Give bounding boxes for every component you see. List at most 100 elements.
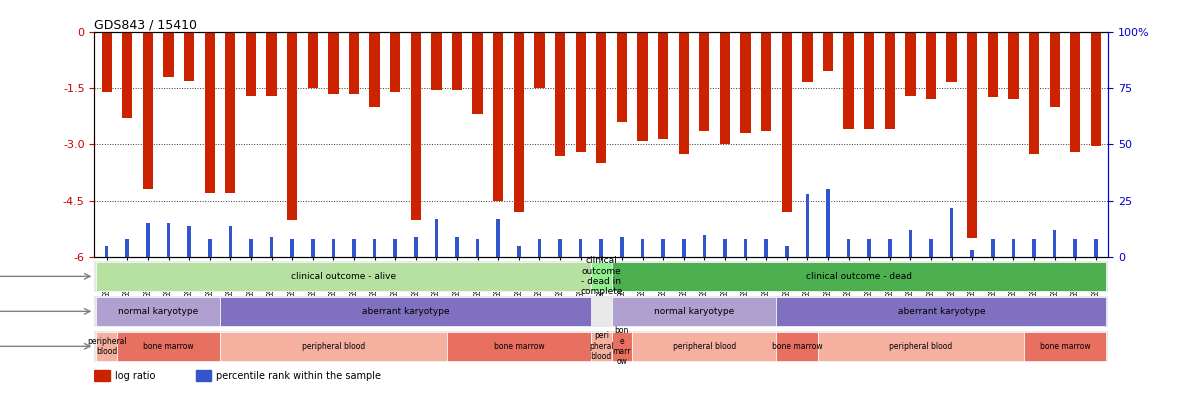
Bar: [950, 208, 954, 257]
Bar: [947, 32, 957, 82]
Bar: [369, 32, 380, 107]
Bar: [640, 239, 644, 257]
Bar: [638, 32, 647, 141]
Bar: [146, 223, 150, 257]
Bar: [123, 32, 132, 118]
Bar: [802, 32, 812, 82]
Bar: [703, 234, 706, 257]
Bar: [290, 239, 294, 257]
Bar: [1012, 239, 1015, 257]
FancyBboxPatch shape: [777, 332, 818, 360]
Bar: [1008, 32, 1019, 99]
Text: bone marrow: bone marrow: [1040, 342, 1091, 351]
Bar: [184, 32, 195, 80]
Text: bon
e
marr
ow: bon e marr ow: [613, 326, 631, 366]
Bar: [410, 32, 421, 219]
Bar: [967, 32, 977, 238]
FancyBboxPatch shape: [591, 262, 612, 291]
Bar: [270, 237, 274, 257]
Bar: [699, 32, 710, 131]
Bar: [559, 239, 562, 257]
Text: aberrant karyotype: aberrant karyotype: [362, 307, 449, 316]
FancyBboxPatch shape: [612, 297, 777, 326]
Text: aberrant karyotype: aberrant karyotype: [897, 307, 986, 316]
Bar: [205, 32, 215, 193]
Bar: [764, 239, 768, 257]
Bar: [620, 237, 624, 257]
Bar: [760, 32, 771, 131]
Text: bone marrow: bone marrow: [143, 342, 193, 351]
Text: peripheral blood: peripheral blood: [673, 342, 736, 351]
FancyBboxPatch shape: [447, 332, 591, 360]
Bar: [1033, 239, 1036, 257]
Bar: [1074, 239, 1078, 257]
Text: clinical outcome - alive: clinical outcome - alive: [291, 272, 396, 281]
Bar: [864, 32, 875, 129]
Bar: [723, 239, 726, 257]
Bar: [476, 239, 480, 257]
Text: bone marrow: bone marrow: [772, 342, 823, 351]
FancyBboxPatch shape: [97, 332, 117, 360]
FancyBboxPatch shape: [97, 297, 220, 326]
Bar: [493, 32, 503, 201]
Bar: [1053, 230, 1056, 257]
Bar: [245, 32, 256, 95]
Bar: [888, 239, 891, 257]
Bar: [1094, 239, 1098, 257]
Bar: [349, 32, 360, 94]
Bar: [658, 32, 668, 139]
Bar: [868, 239, 871, 257]
Bar: [1071, 32, 1080, 152]
FancyBboxPatch shape: [612, 262, 1106, 291]
Bar: [992, 239, 995, 257]
Bar: [286, 32, 297, 219]
Bar: [308, 32, 318, 88]
Bar: [518, 246, 521, 257]
Text: GDS843 / 15410: GDS843 / 15410: [94, 19, 197, 32]
Bar: [455, 237, 459, 257]
Bar: [373, 239, 376, 257]
Bar: [105, 246, 108, 257]
Text: normal karyotype: normal karyotype: [118, 307, 198, 316]
Bar: [617, 32, 627, 122]
Bar: [599, 239, 604, 257]
FancyBboxPatch shape: [632, 332, 777, 360]
Bar: [514, 32, 523, 212]
Bar: [826, 190, 830, 257]
Bar: [909, 230, 913, 257]
Text: normal karyotype: normal karyotype: [654, 307, 735, 316]
Bar: [785, 246, 789, 257]
Bar: [720, 32, 730, 145]
Bar: [884, 32, 895, 129]
Bar: [249, 239, 252, 257]
Bar: [328, 32, 338, 94]
Bar: [579, 239, 582, 257]
Bar: [496, 219, 500, 257]
Bar: [661, 239, 665, 257]
Bar: [101, 32, 112, 92]
Text: percentile rank within the sample: percentile rank within the sample: [216, 371, 381, 381]
Bar: [390, 32, 401, 92]
FancyBboxPatch shape: [777, 297, 1106, 326]
Bar: [534, 32, 545, 88]
FancyBboxPatch shape: [220, 332, 447, 360]
Bar: [847, 239, 850, 257]
Text: log ratio: log ratio: [114, 371, 154, 381]
Bar: [353, 239, 356, 257]
Bar: [311, 239, 315, 257]
Bar: [94, 370, 110, 381]
Bar: [435, 219, 439, 257]
Bar: [929, 239, 933, 257]
Bar: [1049, 32, 1060, 107]
Bar: [473, 32, 482, 114]
Bar: [597, 32, 606, 163]
Text: clinical outcome - dead: clinical outcome - dead: [806, 272, 911, 281]
Text: peripheral
blood: peripheral blood: [87, 337, 126, 356]
FancyBboxPatch shape: [1023, 332, 1106, 360]
Bar: [970, 250, 974, 257]
Bar: [266, 32, 277, 95]
Text: peripheral blood: peripheral blood: [889, 342, 953, 351]
FancyBboxPatch shape: [117, 332, 220, 360]
Bar: [229, 226, 232, 257]
Bar: [740, 32, 751, 133]
